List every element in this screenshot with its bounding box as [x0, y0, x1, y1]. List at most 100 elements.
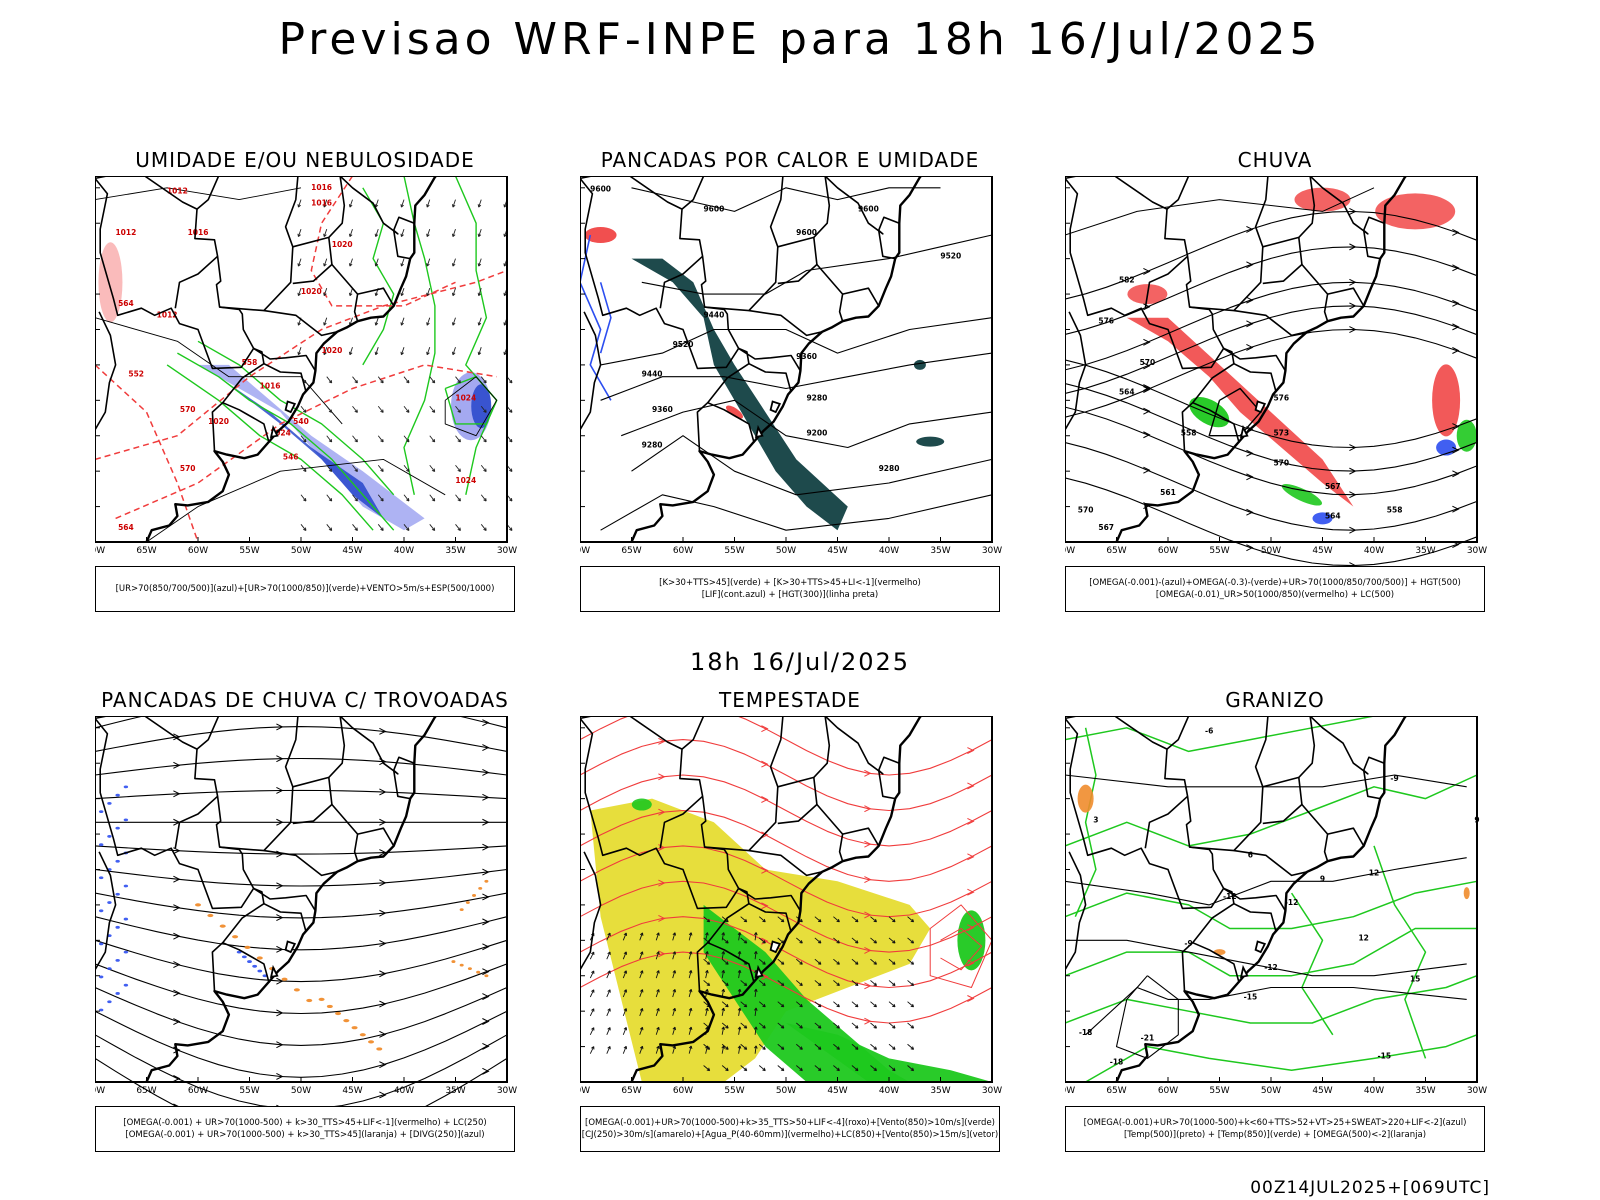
lon-label: 55W: [1209, 546, 1229, 556]
rain-blue: [1312, 512, 1333, 525]
wind-vector: [721, 1045, 726, 1054]
wind-vector: [480, 376, 487, 384]
lon-label: 65W: [1106, 1086, 1126, 1096]
temp500-black: [1115, 975, 1179, 1059]
wind-vector: [400, 288, 405, 297]
wind-streamline-red-arrow: [658, 808, 666, 816]
contour-label: 1016: [311, 199, 332, 208]
wind-vector: [907, 916, 915, 923]
wind-vector: [426, 258, 431, 267]
wind-vector: [851, 958, 859, 965]
wind-streamline-red-arrow: [967, 853, 975, 861]
wind-vector: [451, 347, 456, 356]
wind-streamline-red-arrow: [864, 911, 872, 919]
contour-label: 9440: [703, 311, 724, 320]
political-border: [263, 849, 338, 877]
wind-vector: [758, 980, 766, 987]
hgt-streamline-arrow: [1143, 338, 1151, 346]
political-border: [580, 716, 740, 889]
hgt-streamline-arrow: [1143, 386, 1151, 393]
political-border: [816, 263, 844, 322]
political-border: [1262, 237, 1303, 285]
thunder-orange: [318, 997, 325, 1001]
wind-vector: [740, 937, 748, 944]
lon-label: 55W: [724, 1086, 744, 1096]
legend-line: [UR>70(850/700/500)](azul)+[UR>70(1000/8…: [115, 584, 495, 594]
wind-streamline-red-arrow: [967, 747, 975, 755]
wind-vector: [297, 199, 302, 208]
wind-vector: [352, 405, 358, 413]
wind-vector: [455, 376, 461, 384]
wind-vector: [777, 980, 785, 987]
hgt-streamline-arrow: [1452, 228, 1460, 236]
divergence-blue: [241, 955, 247, 959]
lon-label: 70W: [1065, 546, 1075, 556]
wind-vector: [300, 494, 307, 502]
pressure-isobar: [95, 317, 343, 425]
coastline: [145, 176, 457, 543]
wind-vector: [754, 1045, 758, 1054]
wind-vector: [480, 405, 487, 413]
wind-vector: [721, 958, 729, 965]
political-border: [1065, 851, 1087, 971]
humidity-contour-green: [166, 364, 374, 531]
wind-vector: [907, 937, 915, 944]
political-border: [777, 716, 831, 788]
political-border: [659, 255, 704, 309]
thickness-contour-red: [310, 176, 456, 307]
political-border: [748, 902, 792, 933]
wind-streamline-arrow: [482, 719, 490, 727]
temp500-black: [1065, 857, 1467, 906]
map-umidade: 1012 1016 1016 1020 1012 1016 1020 1012 1020 1016…: [95, 176, 517, 556]
lon-label: 30W: [982, 1086, 1002, 1096]
wind-vector: [688, 1045, 693, 1054]
wind-vector: [348, 347, 353, 356]
thunder-orange: [484, 974, 489, 978]
wind-streamline-red-arrow: [761, 902, 769, 910]
hgt-streamline-arrow: [1246, 320, 1254, 328]
political-border: [1327, 287, 1365, 307]
political-border: [748, 849, 823, 877]
thunder-orange: [459, 908, 464, 912]
wind-vector: [672, 1007, 677, 1017]
map-base: [580, 716, 993, 1082]
hgt-streamline-arrow: [1246, 473, 1254, 481]
contour-label: 1016: [311, 183, 332, 192]
wind-vector: [705, 932, 709, 941]
political-border: [174, 795, 219, 849]
political-border: [1065, 176, 1225, 349]
lon-label: 70W: [95, 546, 105, 556]
wind-vector: [758, 937, 766, 944]
political-border: [196, 176, 220, 210]
wind-vector: [907, 980, 915, 987]
political-border: [1233, 902, 1277, 933]
wind-streamline: [95, 789, 508, 800]
wind-streamline-red-arrow: [761, 937, 769, 945]
wind-vector: [851, 916, 859, 923]
wind-vector: [297, 258, 302, 267]
political-border: [357, 287, 395, 307]
hgt-streamline-arrow: [1349, 444, 1357, 451]
wind-vector: [639, 1008, 644, 1017]
wind-vector: [426, 347, 431, 356]
wind-vector: [754, 988, 758, 998]
panel-legend: [OMEGA(-0.001) + UR>70(1000-500) + k>30_…: [95, 1106, 515, 1152]
wind-streamline-red: [580, 774, 993, 847]
wind-vector: [477, 317, 482, 326]
divergence-blue: [107, 835, 112, 838]
panel-pancadas-calor: PANCADAS POR CALOR E UMIDADE 9600 9600 960…: [580, 148, 1020, 648]
wind-streamline-arrow: [379, 940, 387, 947]
wind-vector: [833, 980, 840, 987]
wind-streamline-red-arrow: [864, 946, 872, 954]
wind-vector: [703, 1065, 711, 1072]
wind-vector: [754, 1007, 758, 1016]
contour-label: 9: [1320, 874, 1325, 883]
wind-vector: [477, 228, 482, 238]
rain-red-east: [1432, 364, 1461, 437]
contour-label: 9280: [806, 393, 827, 402]
wind-vector: [833, 1022, 840, 1029]
wind-vector: [870, 980, 877, 987]
wind-vector: [870, 937, 877, 944]
wind-vector: [851, 980, 859, 987]
wind-vector: [589, 1027, 595, 1035]
